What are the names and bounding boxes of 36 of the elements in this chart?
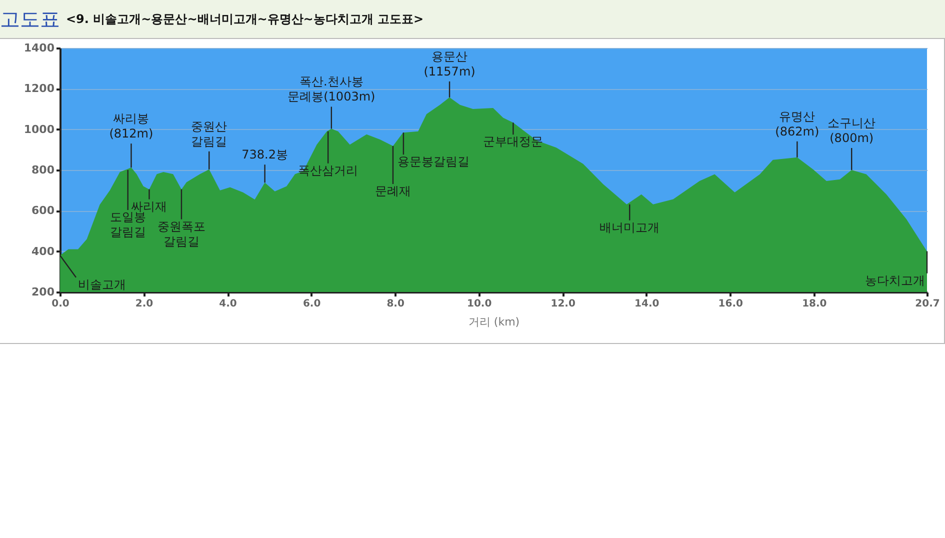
x-tick-label: 8.0 [386,298,404,310]
y-tick-label: 1200 [24,82,55,96]
annotation: 소구니산 (800m) [828,116,876,145]
annotation: 유명산 (862m) [775,109,820,138]
annotation: 군부대정문 [483,134,544,149]
x-tick-label: 18.0 [802,298,827,310]
y-tick-label: 400 [32,244,55,258]
annotation: 용문봉갈림길 [397,154,470,169]
chart-title: 고도표 [0,6,60,32]
y-tick-label: 200 [32,286,55,298]
annotation: 비솔고개 [78,277,126,292]
chart-subtitle: <9. 비솔고개~용문산~배너미고개~유명산~농다치고개 고도표> [66,10,424,28]
x-tick-label: 16.0 [718,298,744,310]
annotation: 용문산 (1157m) [424,49,476,78]
x-tick-label: 0.0 [52,298,70,310]
y-tick-label: 800 [32,164,55,176]
x-tick-label: 4.0 [219,298,237,310]
x-tick-label: 14.0 [634,298,660,310]
x-tick-label: 10.0 [466,298,492,310]
x-tick-label: 2.0 [135,298,154,310]
x-axis-title: 거리 (km) [468,316,520,328]
annotation: 중원산 갈림길 [191,119,228,148]
annotation: 농다치고개 [865,273,925,288]
y-tick-label: 1000 [24,122,55,136]
y-tick-label: 1400 [24,42,55,54]
annotation: 738.2봉 [242,148,288,162]
annotation: 폭산삼거리 [298,163,358,178]
annotation: 문례재 [374,184,411,198]
y-tick-label: 600 [32,204,55,218]
annotation: 폭산.천사봉 문례봉(1003m) [288,74,376,104]
x-tick-label: 12.0 [550,298,576,310]
annotation: 배너미고개 [600,220,660,234]
x-tick-label: 6.0 [302,298,321,310]
annotation: 싸리봉 (812m) [109,112,154,141]
annotation: 중원폭포 갈림길 [157,219,206,248]
x-tick-label: 20.7 [915,298,940,310]
